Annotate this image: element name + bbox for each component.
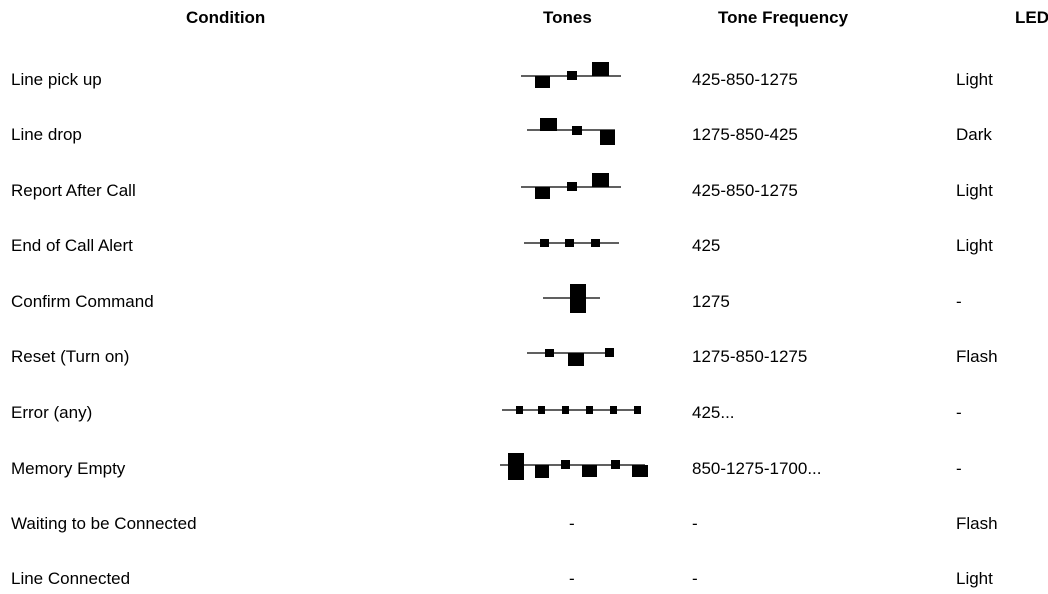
led-cell: Light — [956, 70, 993, 90]
header-led: LED — [1015, 8, 1048, 28]
tone-frequency-cell: 1275 — [692, 292, 730, 312]
tone-pattern-icon — [505, 448, 655, 482]
condition-cell: Memory Empty — [11, 459, 125, 479]
led-cell: Light — [956, 236, 993, 256]
tone-pattern-icon — [505, 281, 655, 315]
tone-frequency-cell: - — [692, 514, 698, 534]
tone-pattern-icon — [505, 337, 655, 371]
tone-pattern-icon — [505, 393, 655, 427]
tone-pattern-icon — [505, 114, 655, 148]
condition-cell: Error (any) — [11, 403, 92, 423]
tone-frequency-cell: 425-850-1275 — [692, 70, 798, 90]
tone-pattern-icon — [505, 170, 655, 204]
header-tone-frequency: Tone Frequency — [718, 8, 848, 28]
tones-cell: - — [569, 514, 575, 534]
tone-frequency-cell: - — [692, 569, 698, 589]
led-cell: Light — [956, 181, 993, 201]
tone-frequency-cell: 850-1275-1700... — [692, 459, 822, 479]
tones-cell: - — [569, 569, 575, 589]
condition-cell: Line pick up — [11, 70, 102, 90]
tone-pattern-icon — [505, 226, 655, 260]
led-cell: Light — [956, 569, 993, 589]
led-cell: Flash — [956, 347, 998, 367]
led-cell: - — [956, 459, 962, 479]
tone-frequency-cell: 425... — [692, 403, 735, 423]
led-cell: - — [956, 292, 962, 312]
led-cell: Dark — [956, 125, 992, 145]
header-condition: Condition — [186, 8, 265, 28]
led-cell: - — [956, 403, 962, 423]
condition-cell: End of Call Alert — [11, 236, 133, 256]
led-cell: Flash — [956, 514, 998, 534]
condition-cell: Reset (Turn on) — [11, 347, 129, 367]
tone-frequency-cell: 1275-850-1275 — [692, 347, 807, 367]
condition-cell: Line Connected — [11, 569, 130, 589]
condition-cell: Waiting to be Connected — [11, 514, 197, 534]
condition-cell: Confirm Command — [11, 292, 154, 312]
header-tones: Tones — [543, 8, 592, 28]
condition-cell: Line drop — [11, 125, 82, 145]
tone-frequency-cell: 1275-850-425 — [692, 125, 798, 145]
tone-frequency-cell: 425-850-1275 — [692, 181, 798, 201]
tone-frequency-cell: 425 — [692, 236, 720, 256]
tone-pattern-icon — [505, 59, 655, 93]
condition-cell: Report After Call — [11, 181, 136, 201]
